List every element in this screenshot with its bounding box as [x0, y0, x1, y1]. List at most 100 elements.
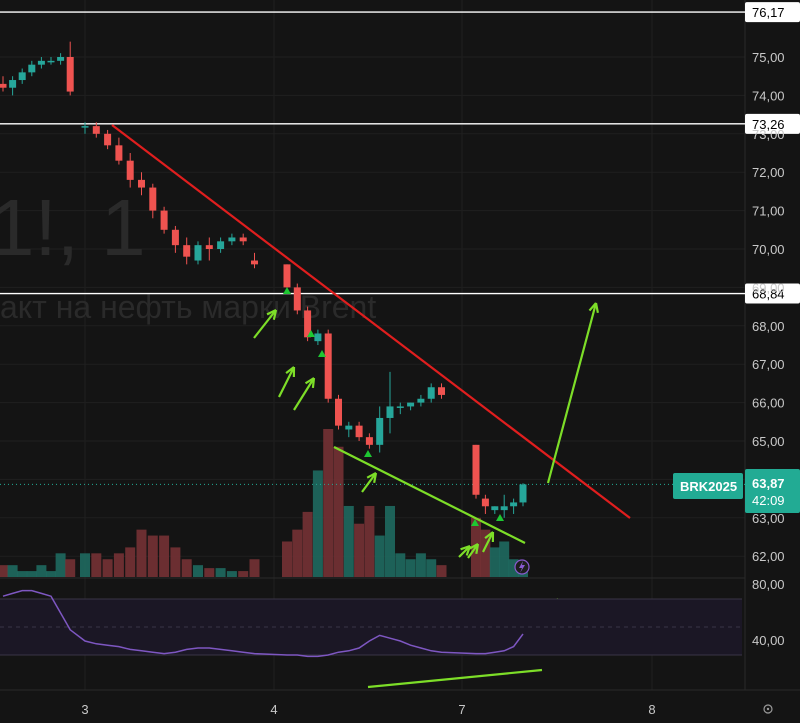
- last-price-badge: [745, 469, 800, 513]
- candle-body: [149, 187, 157, 211]
- volume-bar: [125, 547, 136, 577]
- candle-body: [92, 126, 100, 134]
- volume-bar: [374, 535, 385, 577]
- candle-body: [66, 57, 74, 92]
- price-tick-label: 72,00: [752, 165, 785, 180]
- volume-bar: [80, 553, 90, 577]
- green-arrow: [467, 543, 479, 559]
- candle-body: [18, 72, 26, 81]
- price-tick-label: 69,00: [752, 280, 785, 295]
- last-price-marker: BRK2025 63,87 42:09: [673, 469, 800, 513]
- volume-bar: [0, 565, 8, 577]
- time-tick-label: 4: [270, 702, 277, 717]
- candles[interactable]: [0, 41, 527, 518]
- rsi-tick-label: 40,00: [752, 633, 785, 648]
- candle-body: [28, 64, 36, 73]
- volume-bar: [215, 568, 226, 577]
- price-tick-label: 73,00: [752, 127, 785, 142]
- volume-bar: [65, 559, 76, 577]
- candle-body: [171, 229, 179, 246]
- volume-bar: [193, 565, 203, 577]
- price-tick-label: 66,00: [752, 396, 785, 411]
- price-tick-label: 68,00: [752, 319, 785, 334]
- candle-body: [335, 398, 342, 426]
- level-label: 68,84: [752, 287, 785, 302]
- green-arrow: [293, 377, 315, 411]
- candle-body: [115, 145, 123, 161]
- volume-bar: [204, 568, 215, 577]
- volume-bar: [249, 559, 260, 577]
- price-tick-label: 65,00: [752, 434, 785, 449]
- candle-body: [355, 425, 363, 438]
- candle-body: [138, 179, 145, 188]
- volume-bar: [480, 529, 491, 577]
- green-arrow: [458, 545, 471, 558]
- candle-body: [47, 60, 55, 63]
- volume-bar: [405, 559, 416, 577]
- candle-body: [183, 245, 191, 257]
- time-tick-label: 3: [81, 702, 88, 717]
- candle-body: [386, 406, 394, 418]
- candle-body: [217, 241, 225, 249]
- volume-bar: [385, 505, 395, 577]
- bar-countdown: 42:09: [752, 493, 785, 508]
- level-label: 76,17: [752, 5, 785, 20]
- lightning-icon[interactable]: [514, 559, 530, 575]
- volume-bar: [147, 535, 158, 577]
- candle-body: [500, 506, 508, 511]
- level-label: 73,26: [752, 117, 785, 132]
- candle-body: [57, 57, 65, 61]
- volume-bar: [302, 511, 313, 577]
- candle-body: [126, 160, 134, 180]
- green-arrow: [253, 309, 277, 339]
- candle-body: [345, 425, 353, 430]
- candle-body: [491, 506, 499, 511]
- price-tick-label: 74,00: [752, 88, 785, 103]
- candle-body: [81, 126, 89, 128]
- candle-body: [304, 310, 312, 338]
- candle-body: [239, 237, 247, 242]
- volume-bar: [181, 559, 192, 577]
- timezone-settings-icon[interactable]: [763, 704, 773, 714]
- price-tick-label: 63,00: [752, 511, 785, 526]
- volume-bar: [113, 553, 124, 577]
- watermark-name: акт на нефть марки Brent: [0, 289, 376, 325]
- volume-bar: [499, 541, 510, 577]
- candle-body: [283, 264, 291, 288]
- price-tick-label: 67,00: [752, 357, 785, 372]
- annotations: [111, 124, 631, 689]
- horizontal-levels[interactable]: 76,17 73,26 68,84: [0, 2, 800, 485]
- volume-bar: [282, 541, 292, 577]
- time-axis[interactable]: 3 4 7 8: [81, 702, 655, 717]
- candle-body: [293, 287, 301, 311]
- volume-bar: [312, 470, 323, 577]
- volume-bar: [159, 535, 170, 577]
- rsi-pane[interactable]: 80,00 40,00: [0, 577, 785, 658]
- candle-body: [37, 60, 45, 65]
- candle-body: [396, 406, 404, 408]
- signal-triangle: [471, 519, 479, 526]
- volume-bar: [508, 559, 519, 577]
- candle-body: [104, 133, 112, 146]
- green-arrow-big-head: [588, 302, 599, 314]
- price-tick-label: 62,00: [752, 549, 785, 564]
- grid: [0, 0, 800, 691]
- rsi-line: [2, 589, 524, 658]
- green-arrow-head: [266, 309, 278, 321]
- watermark-symbol: 1!, 1: [0, 183, 146, 272]
- signal-triangle: [283, 287, 291, 294]
- volume-bar: [364, 505, 375, 577]
- volume-bar: [415, 553, 426, 577]
- green-arrow-head: [484, 531, 495, 543]
- green-arrow-head: [468, 543, 480, 555]
- level-badge: [745, 2, 800, 23]
- green-arrow-big: [546, 302, 598, 484]
- volume-bar: [36, 565, 47, 577]
- candle-body: [438, 387, 445, 395]
- green-arrow-head: [366, 472, 378, 484]
- candle-body: [314, 333, 322, 342]
- candle-body: [9, 80, 17, 88]
- candle-body: [251, 260, 258, 265]
